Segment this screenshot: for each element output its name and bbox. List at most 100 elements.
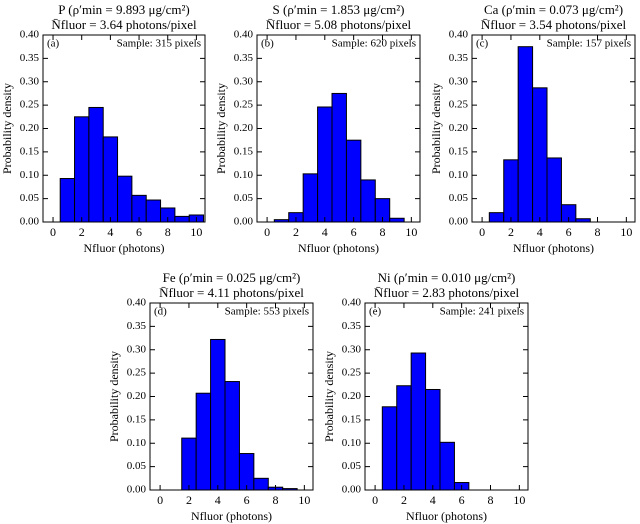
- bar: [410, 352, 427, 491]
- chart-title: P (ρ′min = 9.893 μg/cm²): [58, 2, 189, 17]
- x-tick-label: 4: [215, 493, 221, 507]
- y-tick-label: 0.10: [20, 169, 40, 181]
- y-tick-label: 0.05: [20, 192, 40, 204]
- y-tick-label: 0.25: [234, 99, 254, 111]
- y-tick-label: 0.15: [449, 145, 469, 157]
- x-tick-label: 6: [351, 225, 357, 239]
- bar: [546, 157, 562, 223]
- sample-annotation: Sample: 315 pixels: [117, 38, 201, 50]
- bar: [59, 178, 76, 223]
- bar: [517, 46, 534, 223]
- y-tick-label: 0.35: [234, 52, 254, 64]
- bar: [181, 437, 197, 491]
- bar: [317, 106, 333, 223]
- panel: P (ρ′min = 9.893 μg/cm²)N̄fluor = 3.64 p…: [0, 2, 206, 255]
- panel: S (ρ′min = 1.853 μg/cm²)N̄fluor = 5.08 p…: [214, 2, 421, 255]
- x-tick-label: 2: [79, 225, 85, 239]
- y-tick-label: 0.05: [127, 460, 147, 472]
- bar: [381, 406, 398, 491]
- x-tick-label: 6: [459, 493, 465, 507]
- y-tick-label: 0.30: [127, 343, 147, 355]
- chart-subtitle: N̄fluor = 3.54 photons/pixel: [481, 17, 627, 32]
- chart-title: Ca (ρ′min = 0.073 μg/cm²): [484, 2, 623, 17]
- x-tick-label: 2: [401, 493, 407, 507]
- sample-annotation: Sample: 620 pixels: [332, 38, 416, 50]
- x-tick-label: 6: [566, 225, 572, 239]
- x-tick-label: 4: [322, 225, 328, 239]
- y-axis-label: Probability density: [107, 351, 121, 442]
- x-tick-label: 6: [244, 493, 250, 507]
- x-tick-label: 4: [107, 225, 113, 239]
- y-tick-label: 0.00: [20, 216, 40, 228]
- y-tick-label: 0.00: [127, 484, 147, 496]
- x-tick-label: 0: [264, 225, 270, 239]
- y-tick-label: 0.05: [234, 192, 254, 204]
- bar: [224, 381, 240, 491]
- panel-label: (c): [476, 38, 489, 50]
- x-tick-label: 4: [537, 225, 543, 239]
- x-tick-label: 6: [136, 225, 142, 239]
- y-tick-label: 0.00: [234, 216, 254, 228]
- y-tick-label: 0.25: [449, 99, 469, 111]
- bar: [396, 385, 412, 491]
- bar: [503, 159, 519, 223]
- bar: [102, 136, 119, 223]
- y-axis-label: Probability density: [322, 351, 336, 442]
- bar: [532, 87, 548, 223]
- x-tick-label: 10: [190, 225, 202, 239]
- y-tick-label: 0.35: [342, 320, 362, 332]
- bar: [302, 173, 319, 223]
- bar: [145, 199, 162, 223]
- x-tick-label: 10: [513, 493, 525, 507]
- y-tick-label: 0.00: [449, 216, 469, 228]
- bar: [238, 453, 255, 491]
- x-tick-label: 10: [405, 225, 417, 239]
- bar: [253, 477, 269, 491]
- chart-subtitle: N̄fluor = 5.08 photons/pixel: [266, 17, 412, 32]
- x-tick-label: 2: [293, 225, 299, 239]
- y-tick-label: 0.20: [20, 122, 40, 134]
- x-axis-label: Nfluor (photons): [84, 241, 165, 255]
- y-tick-label: 0.40: [449, 29, 469, 41]
- y-tick-label: 0.20: [342, 390, 362, 402]
- x-axis-label: Nfluor (photons): [191, 509, 272, 523]
- bar: [210, 338, 226, 491]
- bar: [389, 217, 405, 223]
- x-tick-label: 8: [487, 493, 493, 507]
- x-tick-label: 10: [298, 493, 310, 507]
- x-tick-label: 8: [379, 225, 385, 239]
- y-tick-label: 0.40: [234, 29, 254, 41]
- bar: [74, 116, 90, 223]
- y-tick-label: 0.25: [20, 99, 40, 111]
- x-tick-label: 0: [157, 493, 163, 507]
- y-tick-label: 0.20: [234, 122, 254, 134]
- y-tick-label: 0.30: [342, 343, 362, 355]
- panel-label: (d): [154, 306, 167, 318]
- y-tick-label: 0.35: [449, 52, 469, 64]
- bar: [345, 139, 362, 223]
- x-tick-label: 8: [594, 225, 600, 239]
- bar: [488, 212, 505, 223]
- chart-subtitle: N̄fluor = 3.64 photons/pixel: [51, 17, 197, 32]
- chart-title: Ni (ρ′min = 0.010 μg/cm²): [378, 270, 516, 285]
- sample-annotation: Sample: 241 pixels: [440, 306, 524, 318]
- x-tick-label: 10: [620, 225, 632, 239]
- sample-annotation: Sample: 553 pixels: [225, 306, 309, 318]
- y-axis-label: Probability density: [429, 83, 443, 174]
- chart-subtitle: N̄fluor = 4.11 photons/pixel: [159, 285, 304, 300]
- y-tick-label: 0.35: [20, 52, 40, 64]
- chart-subtitle: N̄fluor = 2.83 photons/pixel: [374, 285, 520, 300]
- x-tick-label: 0: [372, 493, 378, 507]
- sample-annotation: Sample: 157 pixels: [547, 38, 631, 50]
- y-tick-label: 0.15: [342, 413, 362, 425]
- bar: [331, 92, 347, 223]
- y-tick-label: 0.10: [127, 437, 147, 449]
- x-axis-label: Nfluor (photons): [298, 241, 379, 255]
- y-tick-label: 0.40: [342, 297, 362, 309]
- panel-label: (e): [369, 306, 382, 318]
- bar: [88, 106, 104, 223]
- panel-label: (a): [47, 38, 60, 50]
- x-tick-label: 8: [272, 493, 278, 507]
- y-axis-label: Probability density: [214, 83, 228, 174]
